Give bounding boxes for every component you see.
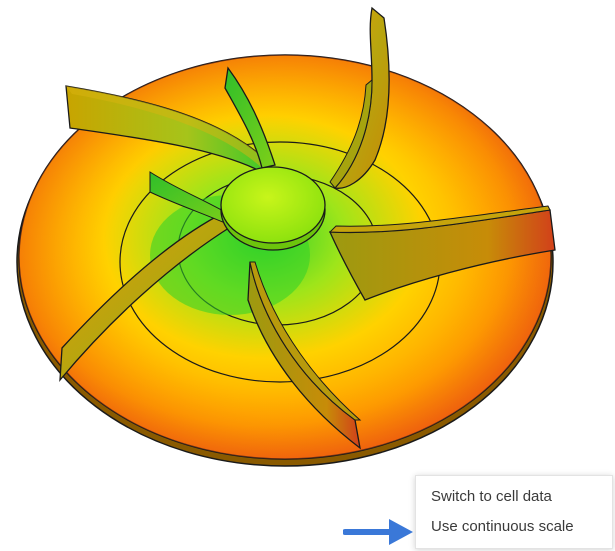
menu-item-use-continuous-scale[interactable]: Use continuous scale [431,518,574,535]
context-menu: Switch to cell data Use continuous scale [415,475,613,549]
blade-bottom-left [59,211,233,382]
hub-top [220,166,326,244]
blade-bottom-right-side [249,261,362,421]
blade-right-top [328,205,551,233]
arrow-right-icon [343,519,413,545]
blade-top-right-inner [329,78,373,189]
menu-item-switch-to-cell-data[interactable]: Switch to cell data [431,488,552,505]
blade-top-left-face [66,86,268,168]
